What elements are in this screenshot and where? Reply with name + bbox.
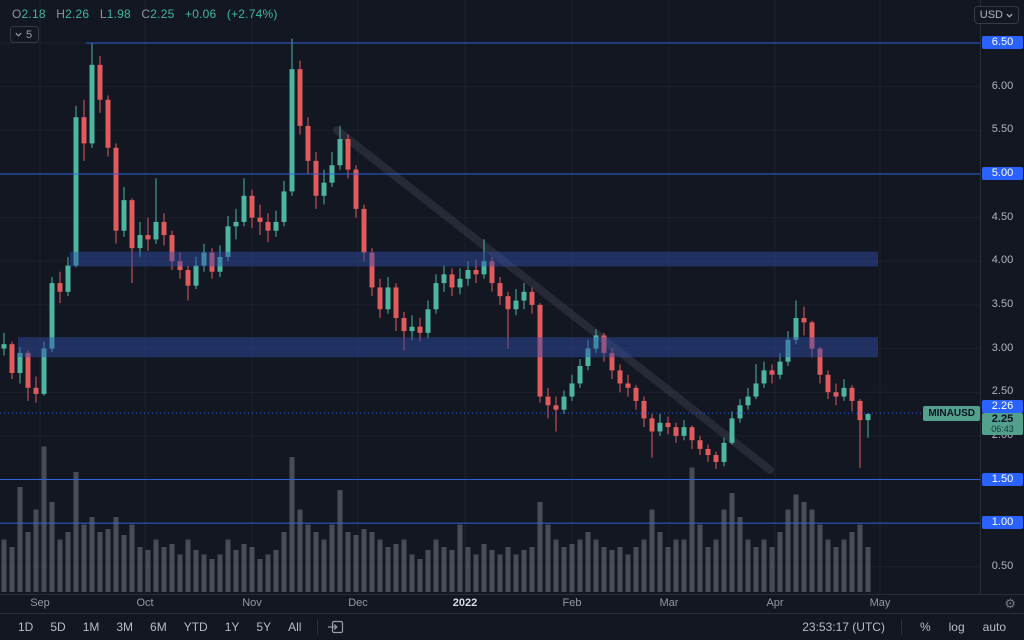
gridlines <box>0 0 980 594</box>
clock-zone: (UTC) <box>852 620 885 634</box>
range-button-1d[interactable]: 1D <box>18 620 34 634</box>
price-lines[interactable] <box>0 42 980 524</box>
change-percent: (+2.74%) <box>226 7 278 21</box>
current-price-label: 2.25 06:43 <box>982 413 1023 436</box>
price-chart-canvas[interactable] <box>0 0 980 594</box>
range-button-5d[interactable]: 5D <box>50 620 66 634</box>
indicator-count-badge[interactable]: 5 <box>10 26 40 43</box>
toolbar-right-group: 23:53:17 (UTC) % log auto <box>796 617 1014 637</box>
price-line-label: 5.00 <box>982 166 1023 180</box>
ohlc-legend: O2.18 H2.26 L1.98 C2.25 +0.06 (+2.74%) <box>12 7 278 21</box>
time-label: Nov <box>242 597 262 609</box>
price-tick: 0.50 <box>991 559 1014 572</box>
close-label: C <box>141 7 151 21</box>
high-label: H <box>56 7 66 21</box>
price-tick: 5.50 <box>991 123 1014 136</box>
chart-settings-gear-icon[interactable]: ⚙ <box>1004 596 1016 611</box>
bar-countdown: 06:43 <box>991 424 1014 435</box>
time-axis[interactable]: ⚙ Sep Oct Nov Dec 2022 Feb Mar Apr May <box>0 594 1024 613</box>
open-label: O <box>12 7 22 21</box>
time-label: May <box>869 597 891 609</box>
time-label: 2022 <box>452 597 478 609</box>
price-line-label: 6.50 <box>982 36 1023 49</box>
time-label: Apr <box>766 597 784 609</box>
log-scale-button[interactable]: log <box>948 620 965 634</box>
date-range-switcher: 1D 5D 1M 3M 6M YTD 1Y 5Y All <box>10 617 309 637</box>
percent-scale-button[interactable]: % <box>919 620 931 634</box>
clock-time: 23:53:17 <box>802 620 849 634</box>
range-button-all[interactable]: All <box>288 620 302 634</box>
close-value: 2.25 <box>150 7 175 21</box>
price-tick: 3.50 <box>991 297 1014 310</box>
range-button-1m[interactable]: 1M <box>82 620 100 634</box>
open-value: 2.18 <box>21 7 46 21</box>
indicator-count: 5 <box>26 28 33 41</box>
go-to-date-icon <box>328 620 344 634</box>
chevron-down-icon <box>15 32 22 37</box>
time-label: Dec <box>348 597 368 609</box>
price-tick: 4.00 <box>991 254 1014 267</box>
low-label: L <box>99 7 107 21</box>
price-line-label: 1.00 <box>982 516 1023 530</box>
high-value: 2.26 <box>65 7 90 21</box>
time-label: Sep <box>30 597 50 609</box>
clock: 23:53:17 (UTC) <box>796 620 891 634</box>
range-button-3m[interactable]: 3M <box>116 620 134 634</box>
supply-zones[interactable] <box>18 251 878 358</box>
time-label: Mar <box>659 597 679 609</box>
symbol-name: MINAUSD <box>928 408 975 420</box>
currency-label: USD <box>979 9 1003 21</box>
range-button-6m[interactable]: 6M <box>150 620 167 634</box>
separator <box>317 619 319 635</box>
range-button-1y[interactable]: 1Y <box>224 620 240 634</box>
auto-scale-button[interactable]: auto <box>982 620 1006 634</box>
currency-selector[interactable]: USD <box>973 6 1019 24</box>
separator <box>900 619 902 635</box>
price-tick: 4.50 <box>991 210 1014 223</box>
volume-series <box>1 446 871 592</box>
diagonal-trendline[interactable] <box>333 126 774 474</box>
price-tick: 2.50 <box>991 385 1014 398</box>
time-label: Feb <box>562 597 582 609</box>
chevron-down-icon <box>1006 13 1013 18</box>
symbol-price-tag: MINAUSD <box>923 406 980 422</box>
go-to-date-button[interactable] <box>326 616 348 638</box>
range-button-ytd[interactable]: YTD <box>183 620 208 634</box>
price-line-label: 1.50 <box>982 472 1023 486</box>
bottom-toolbar: 1D 5D 1M 3M 6M YTD 1Y 5Y All 23:53:17 (UTC) % lo… <box>0 613 1024 640</box>
candle-series <box>1 38 871 470</box>
price-axis[interactable]: 6.005.504.504.003.503.002.502.000.506.50… <box>980 0 1024 594</box>
price-line-label: 2.26 <box>982 400 1023 414</box>
current-price: 2.25 <box>991 413 1014 426</box>
low-value: 1.98 <box>106 7 131 21</box>
price-tick: 6.00 <box>991 79 1014 92</box>
range-button-5y[interactable]: 5Y <box>256 620 272 634</box>
price-tick: 3.00 <box>991 341 1014 354</box>
time-label: Oct <box>136 597 154 609</box>
change-value: +0.06 <box>184 7 217 21</box>
